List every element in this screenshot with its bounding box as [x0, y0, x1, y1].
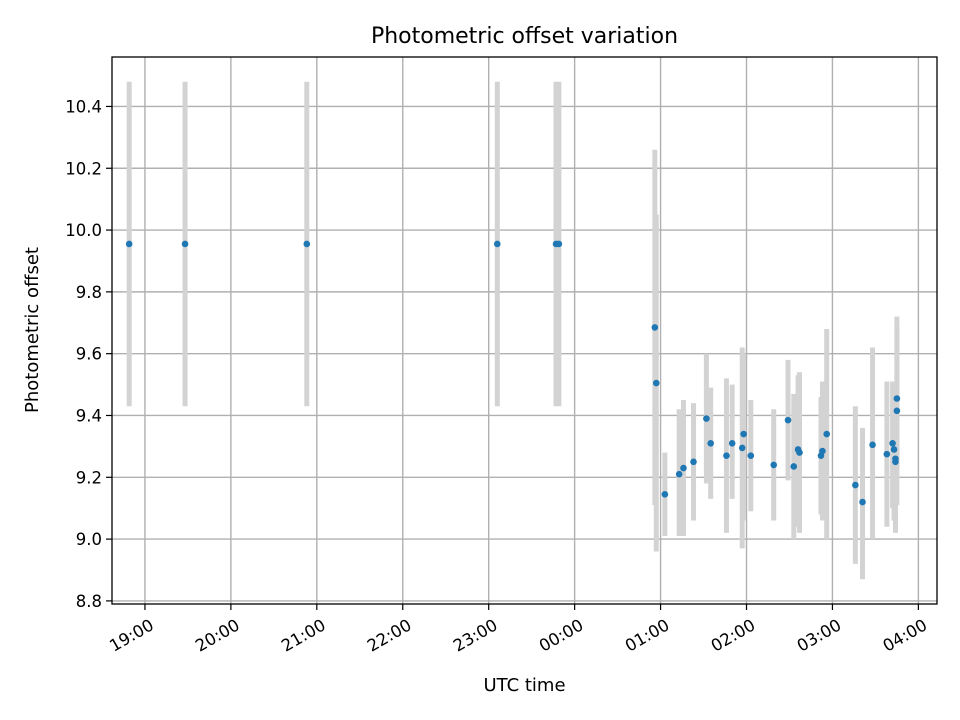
data-point [852, 481, 859, 489]
y-tick-label: 9.8 [76, 283, 102, 302]
data-point [790, 463, 798, 470]
data-point [728, 439, 736, 447]
data-point [703, 415, 710, 422]
y-tick-label: 10.2 [65, 159, 102, 178]
data-point [125, 240, 133, 248]
data-point [770, 461, 778, 469]
data-point [680, 464, 687, 472]
data-point [493, 240, 501, 248]
data-point [707, 439, 714, 447]
data-point [893, 407, 901, 415]
data-point [723, 452, 730, 459]
data-point [892, 455, 899, 463]
data-point [796, 449, 803, 456]
y-axis-label: Photometric offset [22, 247, 43, 413]
data-point [690, 458, 697, 466]
data-point [675, 470, 683, 478]
plot-frame [111, 56, 938, 605]
chart-title: Photometric offset variation [371, 24, 678, 49]
data-point [859, 498, 866, 506]
data-point [652, 379, 660, 387]
data-point [181, 240, 189, 248]
data-point [890, 446, 898, 453]
data-point [740, 430, 747, 438]
y-tick-label: 10.0 [65, 221, 102, 240]
y-axis-ticks: 8.8 9.0 9.2 9.4 9.6 9.8 10.0 10.2 10.4 [65, 97, 112, 611]
y-tick-label: 9.0 [76, 530, 102, 549]
data-point [303, 240, 311, 248]
y-tick-label: 9.6 [76, 345, 102, 364]
data-point [738, 444, 746, 452]
data-point [555, 240, 563, 248]
data-point [889, 439, 896, 447]
data-point [883, 450, 891, 458]
data-points [125, 240, 901, 506]
y-tick-label: 9.4 [76, 406, 102, 425]
data-point [869, 441, 876, 449]
data-point [747, 452, 755, 459]
x-axis-label: UTC time [483, 675, 565, 696]
y-tick-label: 10.4 [65, 97, 102, 116]
data-point [893, 395, 901, 402]
data-point [651, 324, 659, 331]
y-tick-label: 9.2 [76, 468, 102, 487]
data-point [661, 490, 669, 498]
data-point [819, 447, 826, 455]
data-point [823, 430, 831, 438]
y-tick-label: 8.8 [76, 592, 102, 611]
data-point [784, 416, 792, 424]
